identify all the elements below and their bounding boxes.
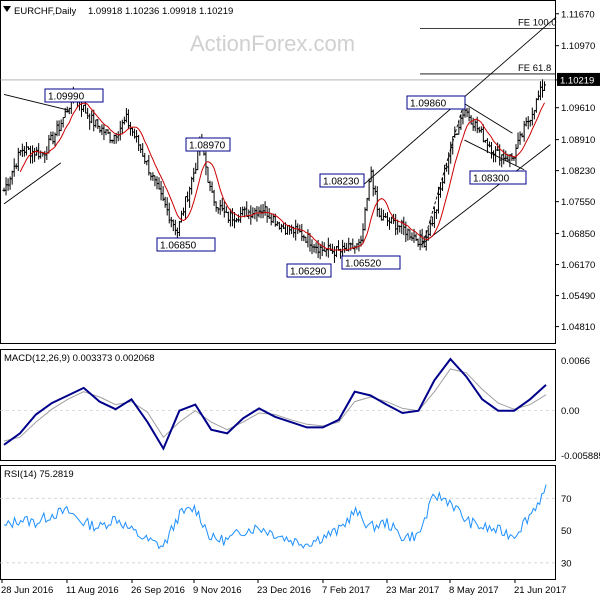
ohlc-label: 1.09918 1.10236 1.09918 1.10219 (88, 6, 233, 17)
macd-y-tick-label: 0.00 (561, 406, 580, 417)
x-axis-label: 23 Mar 2017 (386, 585, 439, 596)
x-axis-label: 9 Nov 2016 (193, 585, 242, 596)
price-y-tick-label: 1.11670 (561, 9, 595, 20)
x-axis-label: 8 May 2017 (449, 585, 499, 596)
annotation-label: 1.08300 (473, 174, 510, 185)
menu-triangle-icon[interactable] (3, 6, 11, 12)
price-y-tick-label: 1.07550 (561, 197, 595, 208)
price-y-tick-label: 1.10970 (561, 41, 595, 52)
last-price-label: 1.10219 (560, 75, 594, 86)
rsi-y-tick-label: 30 (561, 558, 572, 569)
price-panel (0, 0, 556, 344)
x-axis-label: 21 Jun 2017 (514, 585, 566, 596)
annotation-label: 1.06520 (345, 259, 382, 270)
rsi-y-tick-label: 70 (561, 494, 572, 505)
x-axis-label: 23 Dec 2016 (257, 585, 311, 596)
macd-y-tick-label: 0.0066 (561, 356, 590, 367)
x-axis-label: 26 Sep 2016 (131, 585, 185, 596)
wave-dotted-line (423, 101, 465, 243)
price-y-tick-label: 1.08910 (561, 135, 595, 146)
annotation-box (44, 88, 104, 103)
annotation-label: 1.08970 (189, 141, 226, 152)
channel-lower-line (420, 144, 551, 246)
moving-average-line (19, 102, 545, 251)
annotation-label: 1.09990 (48, 92, 85, 103)
annotation-box (319, 173, 365, 188)
annotation-label: 1.09860 (410, 99, 447, 110)
annotation-label: 1.06850 (160, 241, 197, 252)
triangle-lower-line (3, 162, 62, 205)
x-axis-label: 28 Jun 2016 (1, 585, 53, 596)
annotation-box (156, 237, 216, 252)
macd-line (3, 357, 547, 451)
annotation-label: 1.08230 (323, 177, 360, 188)
rsi-title: RSI(14) 75.2819 (4, 469, 74, 480)
fib-level-label: FE 100.0 (518, 17, 557, 28)
price-y-tick-label: 1.04810 (561, 322, 595, 333)
price-y-tick-label: 1.08230 (561, 166, 595, 177)
macd-panel (0, 349, 556, 461)
last-price-box (557, 72, 600, 86)
annotation-box (286, 263, 332, 278)
annotation-label: 1.06290 (290, 267, 327, 278)
price-y-tick-label: 1.06170 (561, 260, 595, 271)
macd-signal-line (3, 368, 547, 442)
annotation-box (341, 255, 401, 270)
x-axis-label: 7 Feb 2017 (322, 585, 370, 596)
rsi-line (3, 484, 547, 550)
price-y-tick-label: 1.09610 (561, 103, 595, 114)
fib-level-label: FE 61.8 (518, 63, 551, 74)
price-y-tick-label: 1.05490 (561, 291, 595, 302)
price-y-tick-label: 1.06850 (561, 229, 595, 240)
rsi-y-tick-label: 50 (561, 526, 572, 537)
macd-title: MACD(12,26,9) 0.003373 0.002068 (4, 353, 155, 364)
wedge-upper-line (464, 103, 513, 134)
x-axis-label: 11 Aug 2016 (66, 585, 119, 596)
symbol-label: EURCHF,Daily (14, 6, 77, 17)
macd-y-tick-label: -0.005885 (561, 451, 600, 462)
watermark: ActionForex.com (190, 31, 355, 56)
rsi-panel (0, 465, 556, 580)
annotation-box (185, 137, 231, 152)
annotation-box (406, 95, 466, 110)
annotation-box (469, 170, 527, 185)
wedge-lower-line (464, 139, 525, 171)
triangle-upper-line (3, 94, 70, 111)
